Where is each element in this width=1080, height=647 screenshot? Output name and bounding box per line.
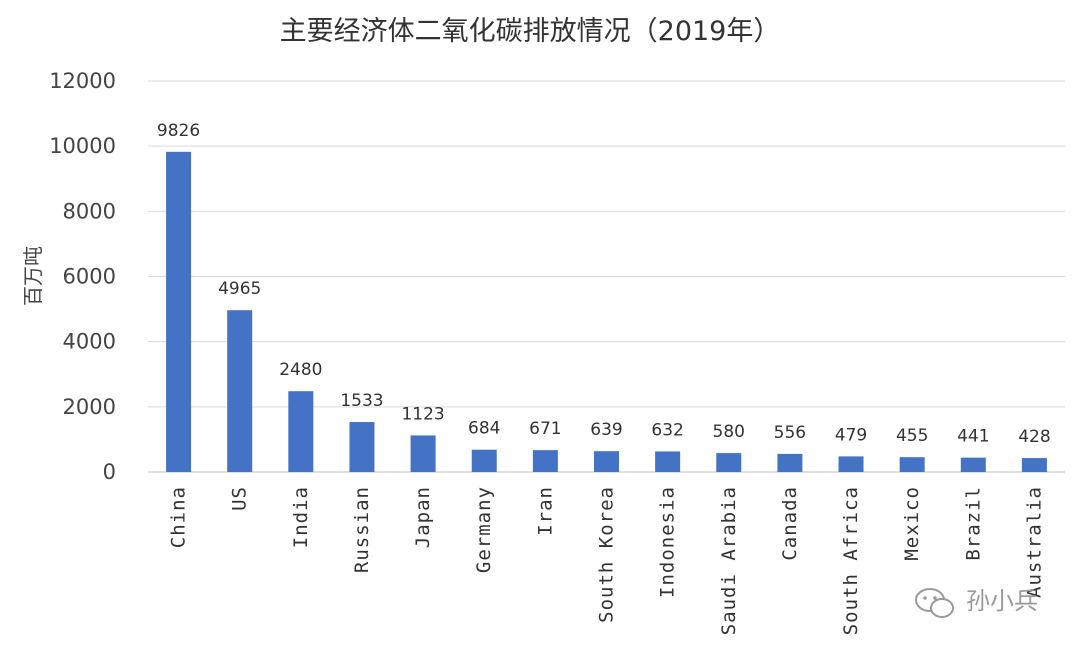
y-tick-label: 4000 (63, 330, 116, 354)
bar (899, 457, 925, 472)
x-tick-label: Saudi Arabia (718, 486, 740, 635)
x-tick-label: India (290, 486, 312, 548)
gridlines (148, 80, 1065, 473)
wechat-icon (915, 588, 954, 618)
bar (471, 449, 497, 472)
y-axis-label: 百万吨 (21, 246, 45, 306)
y-tick-label: 12000 (49, 69, 116, 93)
x-tick-label: Indonesia (657, 486, 679, 598)
data-label: 1123 (401, 404, 444, 424)
watermark-text: 孙小兵 (966, 587, 1038, 615)
x-tick-labels: China US India Russian Japan Germany Iran South… (168, 486, 1046, 635)
data-label: 9826 (157, 121, 200, 141)
x-tick-label: Mexico (901, 486, 923, 561)
data-label: 556 (774, 423, 806, 443)
bar (227, 310, 253, 472)
x-tick-label: Brazil (962, 486, 984, 561)
x-tick-label: South Korea (596, 486, 618, 623)
data-label: 455 (896, 426, 928, 446)
bar (1021, 458, 1047, 472)
y-tick-label: 8000 (63, 199, 116, 223)
bar (838, 456, 864, 472)
x-tick-label: Australia (1023, 486, 1045, 598)
y-tick-label: 0 (103, 460, 116, 484)
data-label: 4965 (218, 279, 261, 299)
y-tick-label: 6000 (63, 265, 116, 289)
x-tick-label: Iran (534, 486, 556, 536)
data-label: 632 (651, 420, 683, 440)
data-label: 479 (835, 425, 867, 445)
watermark: 孙小兵 (915, 587, 1038, 618)
bar (349, 422, 375, 472)
data-label: 639 (590, 420, 622, 440)
bar (532, 450, 558, 472)
y-tick-labels: 0 2000 4000 6000 8000 10000 12000 (49, 69, 116, 484)
bar (716, 453, 742, 472)
bar (410, 435, 436, 472)
x-tick-label: Japan (412, 486, 434, 548)
data-label: 580 (713, 422, 745, 442)
x-tick-label: Canada (779, 486, 801, 561)
bar (655, 451, 681, 472)
bar (777, 453, 803, 472)
data-label: 671 (529, 419, 561, 439)
data-labels: 9826 4965 2480 1533 1123 684 671 639 632 580 556 47… (157, 121, 1051, 447)
x-tick-label: US (229, 486, 251, 511)
data-label: 2480 (279, 360, 322, 380)
chart-title: 主要经济体二氧化碳排放情况（2019年） (280, 16, 781, 47)
x-tick-label: Germany (473, 486, 495, 573)
data-label: 441 (957, 427, 989, 447)
bar (594, 451, 619, 472)
bar (288, 391, 314, 472)
data-label: 1533 (340, 391, 383, 411)
x-tick-label: China (168, 486, 190, 548)
bar (166, 151, 192, 472)
bar (960, 457, 986, 472)
data-label: 428 (1018, 427, 1050, 447)
y-tick-label: 10000 (49, 134, 116, 158)
bars (166, 151, 1047, 472)
x-tick-label: Russian (351, 486, 373, 573)
data-label: 684 (468, 419, 500, 439)
y-tick-label: 2000 (63, 395, 116, 419)
x-tick-label: South Africa (840, 486, 862, 635)
